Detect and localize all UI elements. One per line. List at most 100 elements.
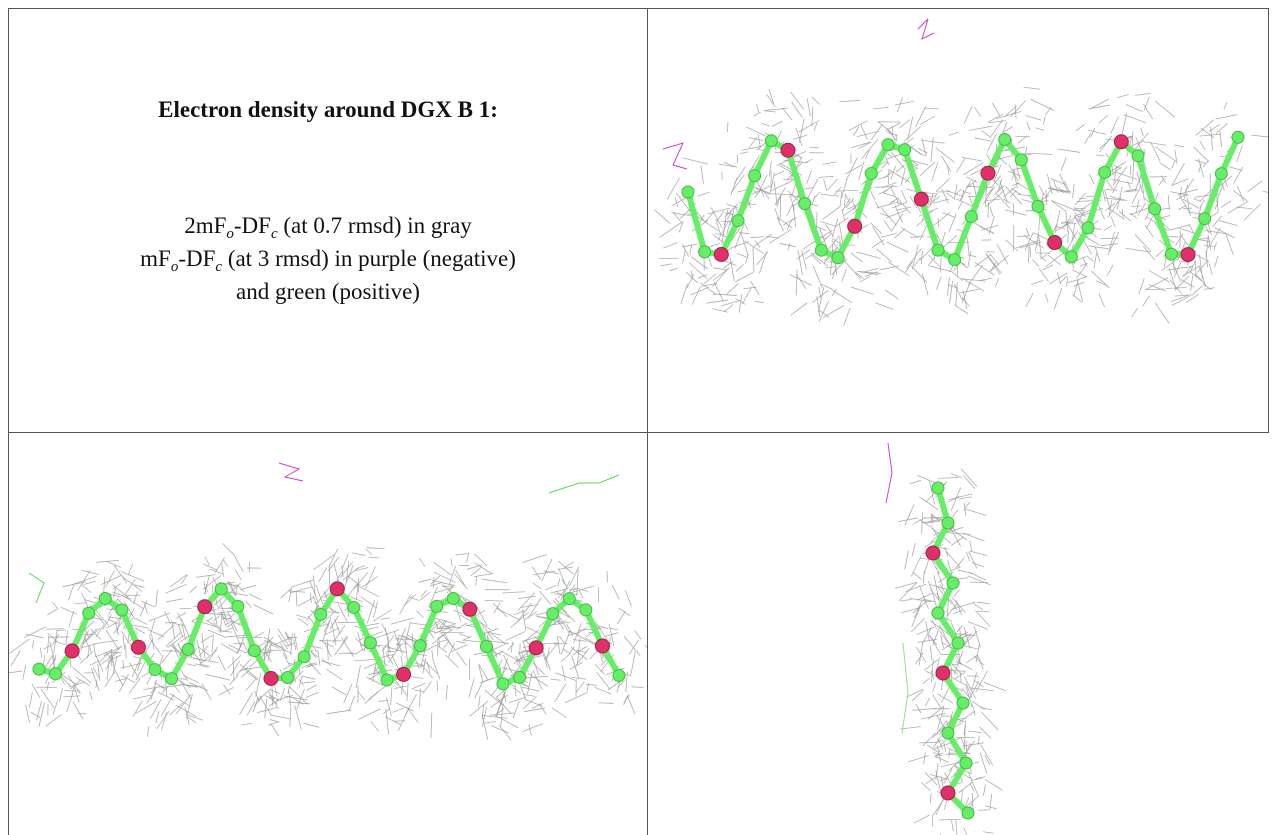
mesh-line: [960, 737, 966, 749]
mesh-line: [1064, 180, 1071, 195]
mesh-line: [558, 636, 566, 645]
mesh-line: [835, 189, 859, 192]
mesh-line: [1135, 199, 1140, 214]
carbon-atom: [1064, 250, 1078, 264]
mesh-line: [891, 213, 904, 231]
text: -DF: [233, 213, 271, 238]
mesh-line: [922, 677, 930, 684]
carbon-atom: [413, 639, 427, 653]
mesh-line: [458, 633, 470, 638]
mesh-line: [1051, 200, 1076, 211]
mesh-line: [239, 692, 253, 715]
mesh-line: [770, 182, 789, 192]
mesh-line: [390, 687, 393, 706]
mesh-line: [786, 204, 793, 216]
mesh-line: [485, 721, 496, 724]
mesh-line: [419, 688, 421, 707]
mesh-line: [470, 566, 482, 577]
mesh-line: [455, 552, 469, 556]
mesh-line: [1184, 184, 1188, 199]
mesh-line: [823, 179, 828, 191]
mesh-line: [659, 222, 682, 238]
oxygen-atom: [1047, 235, 1063, 251]
mesh-line: [427, 622, 440, 635]
mesh-line: [438, 619, 452, 632]
mesh-line: [900, 726, 921, 730]
mesh-line: [984, 181, 988, 206]
mesh-line: [379, 653, 395, 659]
mesh-line: [998, 178, 1003, 189]
mesh-line: [1171, 296, 1190, 306]
mesh-line: [61, 674, 78, 686]
mesh-line: [1233, 190, 1248, 202]
mesh-line: [135, 618, 148, 625]
mesh-line: [222, 627, 234, 632]
mesh-line: [404, 621, 411, 644]
mesh-line: [79, 651, 94, 664]
mesh-line: [132, 591, 138, 605]
mesh-line: [906, 248, 922, 269]
mesh-line: [171, 622, 186, 627]
mesh-line: [758, 174, 768, 194]
mesh-line: [411, 682, 426, 690]
mesh-line: [789, 195, 795, 210]
mesh-line: [880, 212, 889, 217]
mesh-line: [569, 566, 580, 587]
mesh-line: [674, 197, 679, 207]
mesh-line: [748, 136, 758, 149]
mesh-line: [148, 612, 171, 622]
mesh-line: [1016, 182, 1029, 191]
mesh-line: [948, 493, 973, 501]
mesh-line: [1088, 104, 1111, 110]
mesh-line: [167, 635, 184, 648]
subscript: o: [170, 259, 179, 275]
mesh-line: [196, 574, 216, 578]
mesh-line: [269, 699, 280, 707]
mesh-line: [880, 232, 898, 238]
carbon-atom: [347, 600, 361, 614]
mesh-line: [898, 582, 917, 602]
mesh-line: [1171, 160, 1176, 169]
mesh-line: [561, 665, 566, 681]
mesh-line: [961, 156, 983, 162]
mesh-line: [738, 294, 743, 313]
mesh-line: [1094, 246, 1101, 262]
mesh-line: [206, 619, 223, 632]
mesh-line: [965, 508, 987, 516]
mesh-line: [792, 203, 797, 227]
mesh-line: [876, 176, 888, 180]
mesh-line: [1220, 200, 1232, 209]
mesh-line: [980, 224, 999, 231]
mesh-line: [566, 623, 574, 636]
subscript: c: [215, 259, 223, 275]
mesh-line: [68, 681, 85, 688]
mesh-line: [419, 592, 431, 601]
mesh-line: [971, 793, 974, 809]
mesh-line: [442, 585, 455, 587]
mesh-line: [1141, 181, 1145, 201]
mesh-line: [963, 105, 973, 124]
mesh-line: [825, 266, 836, 269]
mesh-line: [733, 166, 746, 184]
mesh-line: [111, 655, 115, 670]
mesh-line: [315, 585, 332, 605]
mesh-line: [883, 220, 893, 233]
mesh-line: [817, 287, 825, 313]
mesh-line: [923, 752, 926, 765]
mesh-line: [893, 228, 906, 239]
difference-density: [28, 474, 620, 604]
mesh-line: [871, 239, 885, 249]
mesh-line: [248, 593, 262, 601]
mesh-line: [45, 714, 62, 727]
mesh-line: [1041, 193, 1044, 202]
mesh-line: [966, 234, 970, 255]
mesh-line: [1214, 227, 1235, 239]
mesh-line: [953, 589, 960, 597]
mesh-line: [313, 554, 335, 570]
mesh-line: [484, 689, 503, 706]
mesh-line: [1207, 236, 1212, 251]
mesh-line: [9, 670, 23, 674]
carbon-atom: [513, 670, 527, 684]
mesh-line: [430, 712, 433, 738]
mesh-line: [83, 635, 92, 653]
